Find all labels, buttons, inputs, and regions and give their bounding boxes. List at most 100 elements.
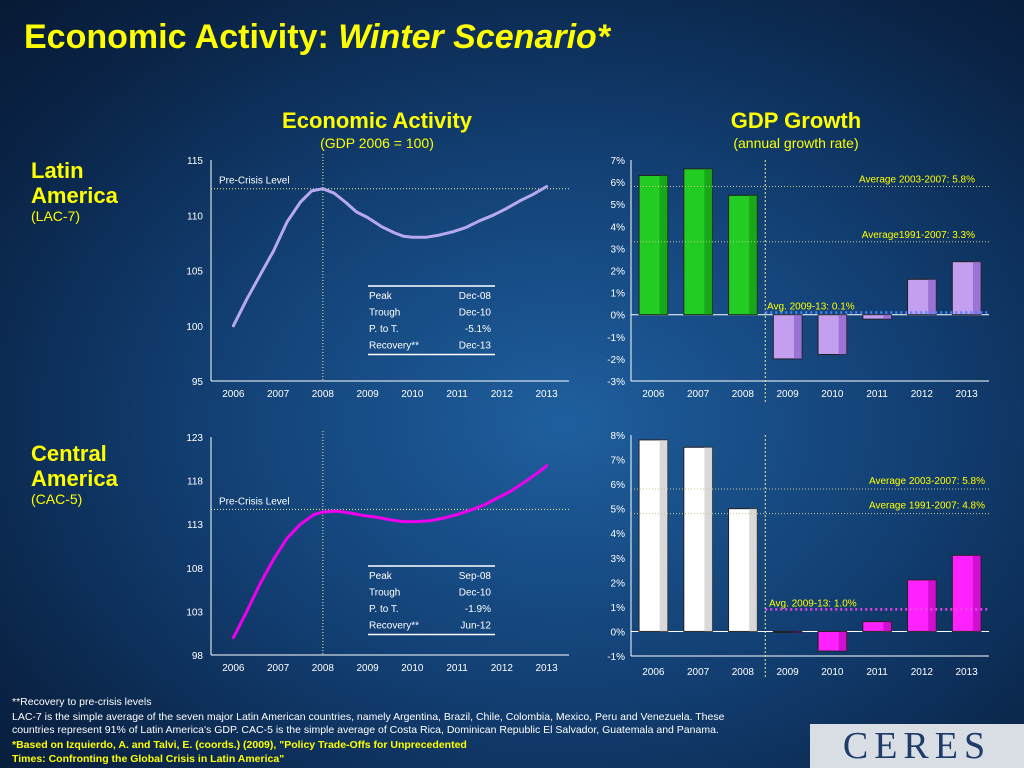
lac_activity-xtick: 2011 bbox=[446, 389, 468, 400]
cac_activity-ytick: 123 bbox=[186, 433, 203, 444]
lac_growth-ytick: 2% bbox=[611, 267, 626, 278]
cac_activity-xtick: 2012 bbox=[491, 663, 514, 674]
cac_growth-ref-label: Average 2003-2007: 5.8% bbox=[869, 476, 985, 487]
growth-subheader: (annual growth rate) bbox=[733, 135, 859, 151]
lac_activity-pre-crisis-label: Pre-Crisis Level bbox=[219, 176, 290, 187]
ceres-logo: CERES bbox=[810, 724, 1024, 768]
cac_growth-ytick: 1% bbox=[611, 603, 626, 614]
lac_activity-ytick: 115 bbox=[187, 156, 203, 167]
lac_activity-ytick: 105 bbox=[186, 267, 203, 278]
lac_growth-ref-label: Average1991-2007: 3.3% bbox=[862, 230, 975, 241]
footnote-source-2: Times: Confronting the Global Crisis in … bbox=[12, 753, 285, 765]
cac_activity-table-label: Peak bbox=[369, 571, 393, 582]
footnote-lac: LAC-7 is the simple average of the seven… bbox=[12, 711, 725, 723]
cac_activity-xtick: 2009 bbox=[357, 663, 380, 674]
lac_activity-xtick: 2009 bbox=[357, 389, 380, 400]
cac_activity-ytick: 118 bbox=[187, 477, 203, 488]
lac_activity-table-value: -5.1% bbox=[465, 324, 491, 335]
cac_activity-xtick: 2008 bbox=[312, 663, 335, 674]
cac_activity-ytick: 103 bbox=[186, 607, 203, 618]
region-lac-name-2: America bbox=[31, 183, 118, 208]
cac_activity-table-value: Sep-08 bbox=[459, 571, 492, 582]
lac_activity-table-value: Dec-08 bbox=[459, 291, 492, 302]
region-lac: Latin America (LAC-7) bbox=[31, 158, 118, 224]
lac_growth-ytick: 0% bbox=[611, 311, 626, 322]
cac_activity-table-label: P. to T. bbox=[369, 604, 399, 615]
lac_growth-ref-label: Avg. 2009-13: 0.1% bbox=[767, 301, 855, 312]
lac_growth-bar-shade-2008 bbox=[749, 195, 758, 315]
footnote-cac: countries represent 91% of Latin America… bbox=[12, 724, 719, 736]
cac_activity-xtick: 2011 bbox=[446, 663, 468, 674]
lac_growth-bar-shade-2007 bbox=[704, 168, 713, 315]
cac_activity-ytick: 108 bbox=[186, 564, 203, 575]
lac_activity-xtick: 2010 bbox=[401, 389, 424, 400]
region-cac-code: (CAC-5) bbox=[31, 491, 83, 507]
lac_growth-bar-shade-2009 bbox=[793, 314, 802, 359]
cac_activity-xtick: 2010 bbox=[401, 663, 424, 674]
cac_growth-bar-shade-2007 bbox=[704, 447, 713, 632]
footnote-source-1: *Based on Izquierdo, A. and Talvi, E. (c… bbox=[12, 739, 467, 751]
lac_growth-bar-shade-2012 bbox=[928, 279, 937, 315]
lac_growth-xtick: 2013 bbox=[956, 389, 979, 400]
lac_growth-xtick: 2006 bbox=[642, 389, 665, 400]
region-cac-name-1: Central bbox=[31, 441, 107, 466]
cac_growth-xtick: 2010 bbox=[821, 667, 844, 678]
lac_growth-ref-label: Average 2003-2007: 5.8% bbox=[859, 175, 975, 186]
cac_growth-ref-label: Avg. 2009-13: 1.0% bbox=[769, 598, 857, 609]
lac_activity-ytick: 95 bbox=[192, 377, 204, 388]
region-lac-code: (LAC-7) bbox=[31, 208, 81, 224]
cac_growth-ref-label: Average 1991-2007: 4.8% bbox=[869, 501, 985, 512]
cac_growth-bar-shade-2010 bbox=[838, 631, 847, 652]
lac_growth-ytick: 1% bbox=[611, 289, 626, 300]
cac_activity-xtick: 2006 bbox=[222, 663, 245, 674]
lac_growth-bar-shade-2011 bbox=[883, 314, 892, 320]
lac_growth-xtick: 2007 bbox=[687, 389, 710, 400]
cac_growth-ytick: 6% bbox=[611, 480, 626, 491]
lac_activity-ytick: 110 bbox=[187, 211, 203, 222]
region-cac: Central America (CAC-5) bbox=[31, 441, 118, 507]
cac_growth-bar-shade-2006 bbox=[659, 439, 668, 632]
lac_growth-xtick: 2012 bbox=[911, 389, 934, 400]
lac_growth-ytick: 7% bbox=[611, 156, 626, 167]
region-cac-name-2: America bbox=[31, 466, 118, 491]
lac_growth-ytick: -3% bbox=[607, 377, 625, 388]
cac_growth-bar-shade-2011 bbox=[883, 621, 892, 632]
cac_activity-ytick: 98 bbox=[192, 651, 204, 662]
cac_growth-ytick: 4% bbox=[611, 529, 626, 540]
region-lac-name-1: Latin bbox=[31, 158, 84, 183]
lac_activity-ytick: 100 bbox=[186, 322, 203, 333]
lac_growth-ytick: 3% bbox=[611, 244, 626, 255]
cac_activity-table-value: Dec-10 bbox=[459, 588, 492, 599]
cac_activity-pre-crisis-label: Pre-Crisis Level bbox=[219, 496, 290, 507]
lac_growth-ytick: 5% bbox=[611, 200, 626, 211]
cac_growth-xtick: 2013 bbox=[956, 667, 979, 678]
cac_growth-ytick: 5% bbox=[611, 505, 626, 516]
lac_activity-xtick: 2006 bbox=[222, 389, 245, 400]
activity-header: Economic Activity bbox=[282, 108, 472, 133]
lac_activity-table-label: Peak bbox=[369, 291, 393, 302]
lac_growth-ytick: 4% bbox=[611, 222, 626, 233]
cac_growth-xtick: 2008 bbox=[732, 667, 755, 678]
cac_growth-bar-shade-2009 bbox=[793, 631, 802, 633]
lac_activity-table-label: P. to T. bbox=[369, 324, 399, 335]
cac_growth-ytick: 2% bbox=[611, 578, 626, 589]
lac_growth-bar-shade-2013 bbox=[972, 261, 981, 315]
cac_growth-xtick: 2006 bbox=[642, 667, 665, 678]
cac_growth-ytick: 3% bbox=[611, 554, 626, 565]
cac_activity-table-value: Jun-12 bbox=[460, 621, 491, 632]
cac_growth-xtick: 2007 bbox=[687, 667, 710, 678]
growth-header: GDP Growth bbox=[730, 108, 862, 133]
cac_growth-bar-shade-2008 bbox=[749, 508, 758, 632]
lac_activity-xtick: 2012 bbox=[491, 389, 514, 400]
cac_growth-ytick: -1% bbox=[607, 652, 625, 663]
lac_activity-table-value: Dec-13 bbox=[459, 341, 492, 352]
cac_growth-xtick: 2009 bbox=[777, 667, 800, 678]
page-title: Economic Activity: Winter Scenario* bbox=[24, 18, 611, 56]
cac_activity-table-label: Trough bbox=[369, 588, 400, 599]
cac_growth-ytick: 0% bbox=[611, 627, 626, 638]
lac_activity-xtick: 2013 bbox=[536, 389, 559, 400]
cac_growth-xtick: 2011 bbox=[866, 667, 888, 678]
cac_activity-xtick: 2007 bbox=[267, 663, 290, 674]
cac_growth-bar-shade-2013 bbox=[972, 555, 981, 632]
